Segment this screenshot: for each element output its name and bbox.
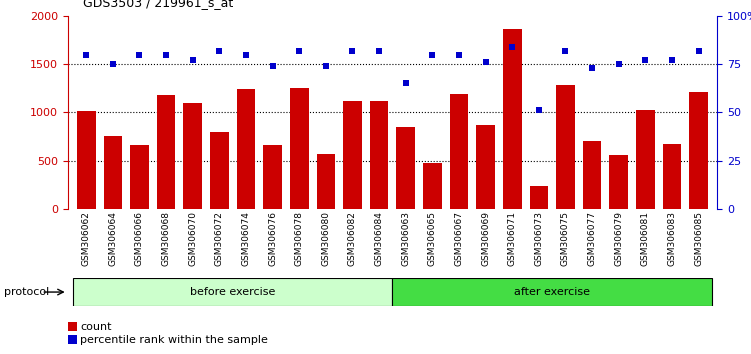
- Point: [586, 65, 598, 71]
- Text: GSM306066: GSM306066: [135, 211, 144, 266]
- Text: protocol: protocol: [4, 287, 49, 297]
- Point: [506, 44, 518, 50]
- Bar: [290, 88, 309, 209]
- Text: GSM306063: GSM306063: [401, 211, 410, 266]
- Text: GSM306071: GSM306071: [508, 211, 517, 266]
- Text: GSM306083: GSM306083: [668, 211, 677, 266]
- Text: GSM306068: GSM306068: [161, 211, 170, 266]
- Text: GSM306065: GSM306065: [428, 211, 437, 266]
- Point: [532, 108, 544, 113]
- Point: [187, 57, 199, 63]
- Text: GSM306079: GSM306079: [614, 211, 623, 266]
- Point: [160, 52, 172, 57]
- Point: [453, 52, 465, 57]
- Bar: [689, 92, 708, 209]
- Bar: [662, 144, 681, 209]
- Point: [293, 48, 305, 53]
- Point: [559, 48, 572, 53]
- Point: [373, 48, 385, 53]
- Text: GSM306064: GSM306064: [108, 211, 117, 266]
- Text: GSM306067: GSM306067: [454, 211, 463, 266]
- Text: GSM306072: GSM306072: [215, 211, 224, 266]
- Point: [107, 61, 119, 67]
- Bar: [104, 136, 122, 209]
- Point: [427, 52, 439, 57]
- Point: [613, 61, 625, 67]
- Bar: [583, 141, 602, 209]
- Text: GSM306085: GSM306085: [694, 211, 703, 266]
- Text: GSM306082: GSM306082: [348, 211, 357, 266]
- Text: GSM306080: GSM306080: [321, 211, 330, 266]
- Text: GSM306081: GSM306081: [641, 211, 650, 266]
- Point: [134, 52, 146, 57]
- Bar: [503, 29, 521, 209]
- Point: [692, 48, 704, 53]
- Text: GSM306062: GSM306062: [82, 211, 91, 266]
- Bar: [476, 125, 495, 209]
- Text: GSM306076: GSM306076: [268, 211, 277, 266]
- Bar: [130, 145, 149, 209]
- Point: [80, 52, 92, 57]
- Bar: [157, 95, 176, 209]
- Text: GSM306069: GSM306069: [481, 211, 490, 266]
- Point: [666, 57, 678, 63]
- Bar: [423, 162, 442, 209]
- Point: [240, 52, 252, 57]
- Point: [639, 57, 651, 63]
- Point: [346, 48, 358, 53]
- Bar: [264, 145, 282, 209]
- Bar: [77, 112, 95, 209]
- Bar: [343, 101, 362, 209]
- Point: [267, 63, 279, 69]
- Text: GSM306073: GSM306073: [534, 211, 543, 266]
- Text: percentile rank within the sample: percentile rank within the sample: [80, 335, 268, 345]
- Bar: [397, 127, 415, 209]
- Bar: [316, 154, 335, 209]
- Text: GSM306077: GSM306077: [587, 211, 596, 266]
- Bar: [369, 101, 388, 209]
- Bar: [237, 89, 255, 209]
- Bar: [529, 186, 548, 209]
- Bar: [210, 132, 228, 209]
- Bar: [636, 110, 655, 209]
- Bar: [556, 85, 575, 209]
- Bar: [73, 278, 392, 306]
- Text: before exercise: before exercise: [190, 287, 276, 297]
- Point: [213, 48, 225, 53]
- Bar: [609, 155, 628, 209]
- Point: [320, 63, 332, 69]
- Text: GSM306074: GSM306074: [242, 211, 251, 266]
- Text: GSM306070: GSM306070: [189, 211, 198, 266]
- Text: GSM306078: GSM306078: [294, 211, 303, 266]
- Point: [480, 59, 492, 65]
- Text: GSM306084: GSM306084: [375, 211, 384, 266]
- Point: [400, 81, 412, 86]
- Bar: [450, 94, 469, 209]
- Bar: [392, 278, 712, 306]
- Bar: [183, 103, 202, 209]
- Text: GDS3503 / 219961_s_at: GDS3503 / 219961_s_at: [83, 0, 233, 9]
- Text: after exercise: after exercise: [514, 287, 590, 297]
- Text: count: count: [80, 322, 112, 332]
- Text: GSM306075: GSM306075: [561, 211, 570, 266]
